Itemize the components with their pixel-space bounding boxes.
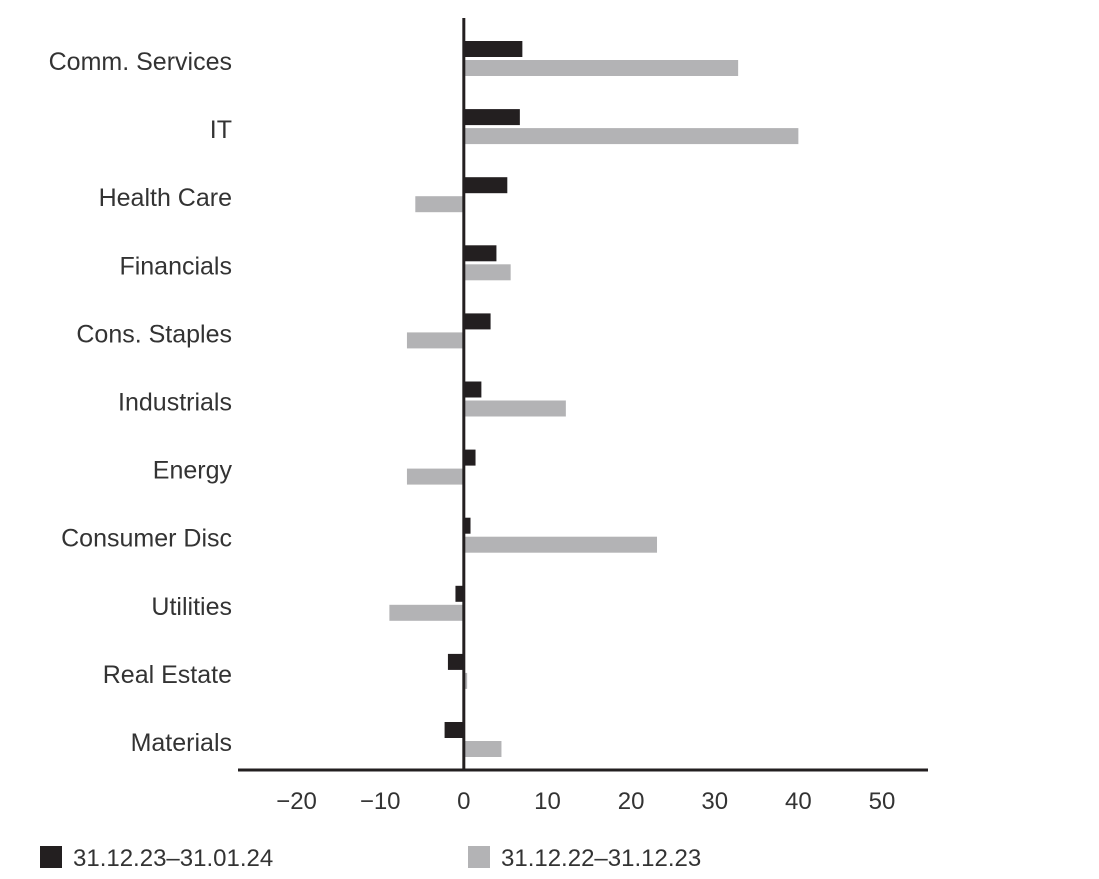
bar-series-1 xyxy=(444,722,464,738)
bar-series-2 xyxy=(463,400,566,417)
bar-series-1 xyxy=(455,585,464,602)
bar-series-1 xyxy=(463,245,497,262)
legend-swatch xyxy=(40,846,62,868)
category-label: Financials xyxy=(119,252,232,280)
category-label: Cons. Staples xyxy=(76,320,232,348)
legend-label: 31.12.23–31.01.24 xyxy=(73,845,273,872)
x-tick-label: 30 xyxy=(701,788,728,815)
category-label: Consumer Disc xyxy=(61,525,232,553)
x-tick-label: 0 xyxy=(457,788,470,815)
category-label: Real Estate xyxy=(103,661,232,689)
category-label: IT xyxy=(210,116,232,144)
category-labels: Comm. Services IT Health Care Financials Con… xyxy=(49,48,233,757)
bar-series-2 xyxy=(406,468,464,485)
bar-series-2 xyxy=(415,196,464,213)
bar-series-2 xyxy=(463,128,799,145)
legend: 31.12.23–31.01.24 31.12.22–31.12.23 xyxy=(40,845,701,872)
bar-series-2 xyxy=(406,332,464,349)
bar-series-1 xyxy=(463,381,482,398)
category-label: Materials xyxy=(131,729,232,757)
bar-series-2 xyxy=(463,264,511,281)
x-tick-label: 40 xyxy=(785,788,812,815)
legend-label: 31.12.22–31.12.23 xyxy=(501,845,701,872)
bar-series-2 xyxy=(463,536,658,553)
category-label: Industrials xyxy=(118,389,232,417)
category-label: Health Care xyxy=(99,184,232,212)
category-label: Energy xyxy=(153,457,233,485)
bar-series-1 xyxy=(463,109,520,126)
bars-group xyxy=(389,41,799,757)
bar-series-1 xyxy=(463,517,471,534)
bar-series-1 xyxy=(463,313,491,330)
x-tick-label: −10 xyxy=(360,788,401,815)
bar-series-2 xyxy=(463,741,502,757)
legend-swatch xyxy=(468,846,490,868)
category-label: Comm. Services xyxy=(49,48,232,76)
x-tick-labels: −20 −10 0 10 20 30 40 50 xyxy=(276,788,895,815)
bar-series-2 xyxy=(463,60,739,76)
x-tick-label: −20 xyxy=(276,788,317,815)
bar-series-2 xyxy=(463,672,468,689)
x-tick-label: 50 xyxy=(869,788,896,815)
bar-series-1 xyxy=(463,177,508,194)
x-tick-label: 20 xyxy=(618,788,645,815)
category-label: Utilities xyxy=(151,593,232,621)
bar-series-1 xyxy=(447,653,464,670)
bar-series-1 xyxy=(463,41,523,57)
bar-series-2 xyxy=(389,604,464,621)
x-tick-label: 10 xyxy=(534,788,561,815)
bar-series-1 xyxy=(463,449,476,466)
